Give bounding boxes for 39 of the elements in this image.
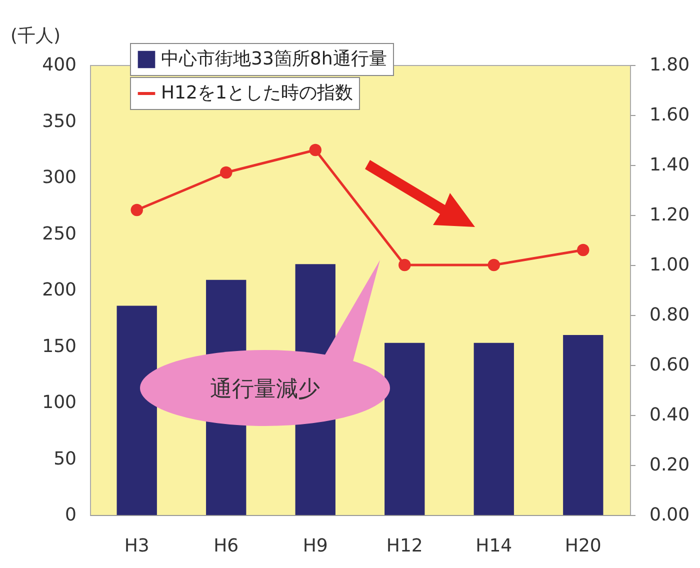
- y-tick-label: 50: [54, 448, 76, 470]
- y2-tick-label: 1.60: [650, 104, 690, 126]
- y2-tick-label: 0.80: [650, 304, 690, 326]
- point: [130, 204, 143, 216]
- x-tick-label: H14: [476, 536, 512, 556]
- x-tick-label: H6: [214, 536, 239, 556]
- y-axis-title: (千人): [10, 26, 61, 46]
- bar: [384, 342, 425, 515]
- y2-tick-label: 0.60: [650, 354, 690, 376]
- y-tick-label: 400: [42, 54, 76, 76]
- point: [398, 258, 411, 272]
- y2-tick-label: 1.20: [650, 204, 690, 226]
- y-tick-label: 100: [42, 392, 76, 413]
- y-tick-label: 150: [42, 336, 76, 357]
- y2-tick-label: 1.40: [650, 154, 690, 176]
- y2-tick-label: 1.80: [650, 54, 690, 76]
- bar: [563, 335, 604, 515]
- bar: [116, 306, 157, 515]
- x-tick-label: H20: [564, 536, 602, 556]
- annotation: 通行量減少: [210, 377, 320, 402]
- legend-label: 中心市街地33箇所8h通行量: [161, 48, 387, 70]
- point: [577, 244, 590, 256]
- y2-tick-label: 1.00: [650, 254, 690, 276]
- y-tick-label: 300: [42, 167, 76, 188]
- y2-tick-label: 0.40: [650, 404, 690, 426]
- y2-tick-label: 0.20: [650, 454, 690, 476]
- x-tick-label: H12: [386, 536, 423, 556]
- y-tick-label: 0: [65, 504, 76, 526]
- point: [309, 144, 322, 156]
- bar: [474, 342, 514, 515]
- y2-tick-label: 0.00: [650, 504, 690, 526]
- legend-label: H12を1とした時の指数: [161, 82, 353, 104]
- x-tick-label: H9: [302, 536, 328, 556]
- y-tick-label: 350: [42, 110, 76, 132]
- point: [488, 258, 500, 272]
- y-tick-label: 250: [42, 223, 76, 244]
- y-tick-label: 200: [42, 280, 76, 300]
- point: [220, 166, 232, 179]
- x-tick-label: H3: [124, 536, 150, 556]
